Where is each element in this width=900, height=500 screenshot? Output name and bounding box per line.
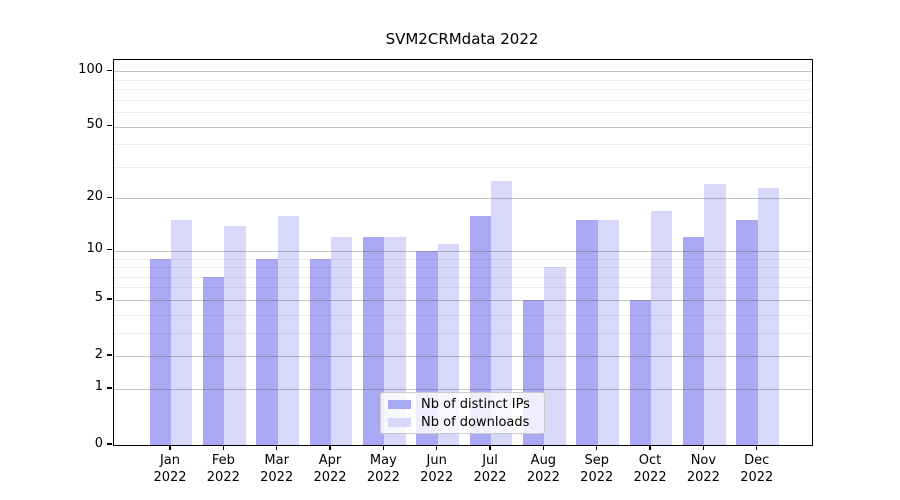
x-tick-jul bbox=[489, 445, 491, 451]
x-tick-label-dec: Dec 2022 bbox=[740, 453, 774, 485]
bar-downloads-nov bbox=[704, 184, 726, 445]
bar-downloads-feb bbox=[224, 225, 246, 445]
grid-layer bbox=[114, 60, 812, 445]
x-tick-label-oct: Oct 2022 bbox=[633, 453, 667, 485]
chart-title: SVM2CRMdata 2022 bbox=[385, 30, 539, 48]
y-tick-10 bbox=[107, 249, 112, 251]
gridline-minor-6 bbox=[114, 287, 812, 289]
x-tick-sep bbox=[596, 445, 598, 451]
x-tick-dec bbox=[756, 445, 758, 451]
x-tick-label-apr: Apr 2022 bbox=[313, 453, 347, 485]
x-tick-label-jan: Jan 2022 bbox=[153, 453, 187, 485]
x-tick-oct bbox=[649, 445, 651, 451]
y-tick-label-10: 10 bbox=[86, 241, 103, 257]
gridline-minor-30 bbox=[114, 166, 812, 168]
gridline-minor-60 bbox=[114, 112, 812, 114]
x-tick-mar bbox=[276, 445, 278, 451]
x-tick-label-jun: Jun 2022 bbox=[420, 453, 454, 485]
x-tick-label-may: May 2022 bbox=[366, 453, 400, 485]
gridline-minor-8 bbox=[114, 267, 812, 269]
bar-downloads-oct bbox=[651, 210, 673, 445]
gridline-major-1 bbox=[114, 388, 812, 390]
x-tick-aug bbox=[542, 445, 545, 451]
y-tick-100 bbox=[107, 69, 112, 71]
bar-distinct-ips-feb bbox=[202, 276, 225, 445]
bar-downloads-sep bbox=[597, 220, 620, 445]
y-tick-label-100: 100 bbox=[78, 61, 103, 77]
x-tick-label-mar: Mar 2022 bbox=[260, 453, 294, 485]
legend-item-downloads: Nb of downloads bbox=[388, 415, 536, 430]
legend-label-distinct-ips: Nb of distinct IPs bbox=[421, 396, 530, 412]
x-tick-nov bbox=[702, 445, 705, 451]
y-tick-label-50: 50 bbox=[86, 117, 103, 133]
y-tick-label-2: 2 bbox=[94, 346, 103, 362]
bar-downloads-jan bbox=[171, 220, 193, 445]
bar-downloads-dec bbox=[757, 187, 780, 445]
y-tick-label-20: 20 bbox=[86, 188, 103, 204]
y-tick-1 bbox=[107, 387, 112, 389]
bars-layer bbox=[114, 60, 812, 445]
gridline-minor-7 bbox=[114, 276, 812, 278]
bar-distinct-ips-mar bbox=[256, 258, 278, 445]
legend: Nb of distinct IPs Nb of downloads bbox=[380, 392, 545, 434]
gridline-major-100 bbox=[114, 71, 812, 73]
y-tick-label-1: 1 bbox=[94, 379, 103, 395]
gridline-minor-9 bbox=[114, 258, 812, 260]
gridline-major-2 bbox=[114, 356, 812, 358]
y-tick-label-5: 5 bbox=[94, 290, 103, 306]
bar-distinct-ips-jan bbox=[149, 258, 171, 445]
gridline-minor-90 bbox=[114, 79, 812, 81]
y-tick-2 bbox=[107, 354, 112, 356]
legend-swatch-downloads bbox=[388, 417, 411, 427]
bar-downloads-jul bbox=[491, 181, 513, 445]
legend-item-distinct-ips: Nb of distinct IPs bbox=[388, 397, 536, 412]
y-tick-label-0: 0 bbox=[94, 435, 103, 451]
x-tick-apr bbox=[329, 445, 331, 451]
bar-distinct-ips-sep bbox=[576, 220, 598, 445]
x-tick-jan bbox=[169, 445, 171, 451]
y-tick-5 bbox=[107, 298, 112, 300]
gridline-minor-80 bbox=[114, 89, 812, 91]
bar-downloads-apr bbox=[331, 237, 353, 445]
bar-downloads-mar bbox=[277, 215, 300, 445]
x-tick-label-sep: Sep 2022 bbox=[580, 453, 614, 485]
gridline-minor-3 bbox=[114, 332, 812, 334]
x-tick-may bbox=[382, 445, 384, 451]
x-tick-feb bbox=[222, 445, 224, 451]
legend-swatch-distinct-ips bbox=[388, 399, 411, 409]
gridline-major-5 bbox=[114, 299, 812, 301]
x-tick-label-jul: Jul 2022 bbox=[473, 453, 507, 485]
gridline-minor-70 bbox=[114, 99, 812, 101]
x-tick-label-feb: Feb 2022 bbox=[206, 453, 240, 485]
y-tick-20 bbox=[107, 196, 112, 199]
x-tick-label-aug: Aug 2022 bbox=[526, 453, 560, 485]
bar-distinct-ips-jul bbox=[469, 215, 492, 445]
bar-distinct-ips-may bbox=[362, 237, 385, 445]
plot-area bbox=[113, 59, 813, 446]
x-tick-label-nov: Nov 2022 bbox=[686, 453, 720, 485]
bar-distinct-ips-dec bbox=[736, 220, 758, 445]
gridline-major-10 bbox=[114, 250, 812, 252]
x-tick-jun bbox=[436, 445, 438, 451]
legend-label-downloads: Nb of downloads bbox=[421, 414, 530, 430]
y-tick-50 bbox=[107, 124, 112, 127]
gridline-minor-4 bbox=[114, 314, 812, 316]
gridline-major-50 bbox=[114, 126, 812, 128]
bar-distinct-ips-oct bbox=[629, 299, 652, 445]
y-tick-0 bbox=[107, 443, 112, 445]
bar-distinct-ips-nov bbox=[683, 237, 705, 445]
gridline-minor-40 bbox=[114, 144, 812, 146]
gridline-major-20 bbox=[114, 198, 812, 200]
bar-downloads-aug bbox=[544, 267, 566, 445]
bar-distinct-ips-apr bbox=[309, 258, 331, 445]
